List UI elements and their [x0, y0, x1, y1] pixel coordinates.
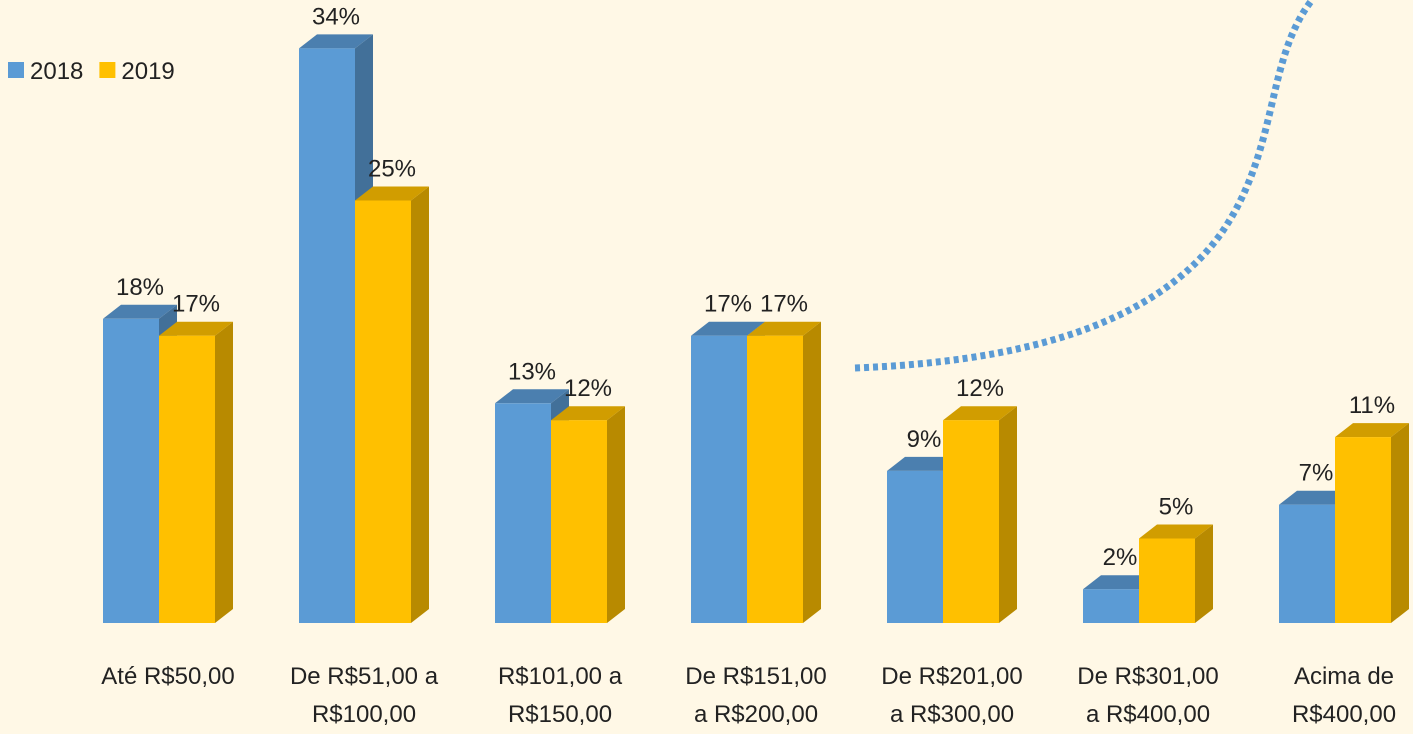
bar-side	[1391, 423, 1409, 623]
bar-front	[1335, 437, 1391, 623]
bar-front	[551, 420, 607, 623]
bar-side	[803, 321, 821, 623]
data-label: 17%	[760, 291, 808, 318]
bar-front	[299, 48, 355, 623]
data-label: 12%	[956, 375, 1004, 402]
bar-top	[747, 321, 821, 336]
bar-front	[747, 335, 803, 623]
bar-top	[551, 406, 625, 421]
bar	[355, 186, 429, 623]
bar-top	[691, 321, 765, 336]
bar-front	[355, 200, 411, 623]
bar-top	[103, 304, 177, 319]
x-tick-label: De R$51,00 a R$100,00	[289, 663, 439, 728]
bar	[943, 406, 1017, 623]
legend-swatch	[8, 62, 24, 78]
data-label: 17%	[172, 291, 220, 318]
bar-top	[355, 186, 429, 201]
bar-top	[887, 456, 961, 471]
x-tick-label: De R$201,00 a R$300,00	[881, 663, 1023, 728]
bar-front	[1279, 504, 1335, 623]
bar	[551, 406, 625, 623]
legend-swatch	[99, 62, 116, 78]
bar-side	[215, 321, 233, 623]
bar-front	[103, 318, 159, 623]
data-label: 12%	[564, 375, 612, 402]
bar	[1335, 423, 1409, 623]
x-tick-label: R$101,00 a R$150,00	[497, 663, 623, 728]
data-label: 9%	[907, 426, 942, 453]
bar-side	[1195, 524, 1213, 623]
bar-top	[495, 389, 569, 404]
bar-side	[999, 406, 1017, 623]
bar-top	[299, 34, 373, 49]
bar-front	[1083, 589, 1139, 623]
data-label: 11%	[1349, 392, 1395, 419]
legend-label: 2019	[121, 58, 174, 85]
x-tick-label: Acima de R$400,00	[1291, 663, 1397, 728]
data-label: 2%	[1103, 544, 1138, 571]
legend-label: 2018	[30, 58, 83, 85]
bar-front	[887, 470, 943, 623]
x-tick-label: De R$301,00 a R$400,00	[1077, 663, 1219, 728]
data-label: 5%	[1159, 494, 1194, 521]
x-tick-label: Até R$50,00	[101, 663, 235, 690]
data-label: 34%	[312, 3, 360, 30]
bar-top	[943, 406, 1017, 421]
bar	[1139, 524, 1213, 623]
bar	[747, 321, 821, 623]
bar-front	[159, 335, 215, 623]
data-label: 17%	[704, 291, 752, 318]
decorative-curve	[854, 0, 1315, 372]
data-label: 18%	[116, 274, 164, 301]
x-tick-label: De R$151,00 a R$200,00	[685, 663, 827, 728]
bar-front	[943, 420, 999, 623]
bar-top	[159, 321, 233, 336]
data-label: 7%	[1299, 460, 1334, 487]
bar-top	[1083, 575, 1157, 590]
bar-top	[1139, 524, 1213, 539]
bar	[159, 321, 233, 623]
bar-front	[1139, 538, 1195, 623]
data-label: 25%	[368, 156, 416, 183]
bar-top	[1335, 423, 1409, 438]
bar-top	[1279, 490, 1353, 505]
bar-front	[495, 403, 551, 623]
data-label: 13%	[508, 358, 556, 385]
bar-side	[411, 186, 429, 623]
bar-front	[691, 335, 747, 623]
bar-side	[607, 406, 625, 623]
